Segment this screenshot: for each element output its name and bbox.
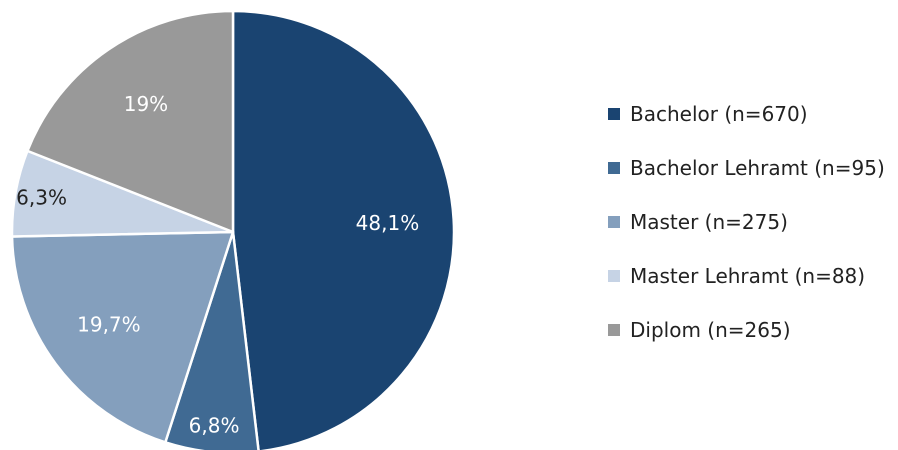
pie-data-label-0: 48,1% bbox=[356, 211, 420, 235]
pie-data-label-4: 19% bbox=[124, 92, 168, 116]
legend-item-master: Master (n=275) bbox=[608, 204, 885, 240]
legend-item-bachelor: Bachelor (n=670) bbox=[608, 96, 885, 132]
legend-label: Master Lehramt (n=88) bbox=[630, 264, 866, 288]
pie-slices bbox=[10, 9, 456, 450]
pie-slice-2 bbox=[10, 230, 235, 444]
legend-label: Diplom (n=265) bbox=[630, 318, 791, 342]
pie-data-label-2: 19,7% bbox=[77, 312, 141, 336]
pie-data-label-1: 6,8% bbox=[189, 414, 240, 438]
legend-swatch bbox=[608, 324, 620, 336]
legend-label: Bachelor Lehramt (n=95) bbox=[630, 156, 885, 180]
legend-item-diplom: Diplom (n=265) bbox=[608, 312, 885, 348]
pie-data-label-3: 6,3% bbox=[16, 186, 67, 210]
legend-swatch bbox=[608, 216, 620, 228]
legend-label: Bachelor (n=670) bbox=[630, 102, 808, 126]
pie-slice-4 bbox=[26, 9, 235, 234]
pie-slice-0 bbox=[231, 9, 456, 450]
legend-item-master-lehramt: Master Lehramt (n=88) bbox=[608, 258, 885, 294]
legend-swatch bbox=[608, 162, 620, 174]
legend-label: Master (n=275) bbox=[630, 210, 788, 234]
legend-item-bachelor-lehramt: Bachelor Lehramt (n=95) bbox=[608, 150, 885, 186]
pie-data-labels: 48,1% 6,8% 19,7% 6,3% 19% bbox=[16, 92, 419, 437]
legend-swatch bbox=[608, 108, 620, 120]
legend-swatch bbox=[608, 270, 620, 282]
chart-legend: Bachelor (n=670) Bachelor Lehramt (n=95)… bbox=[608, 96, 885, 348]
